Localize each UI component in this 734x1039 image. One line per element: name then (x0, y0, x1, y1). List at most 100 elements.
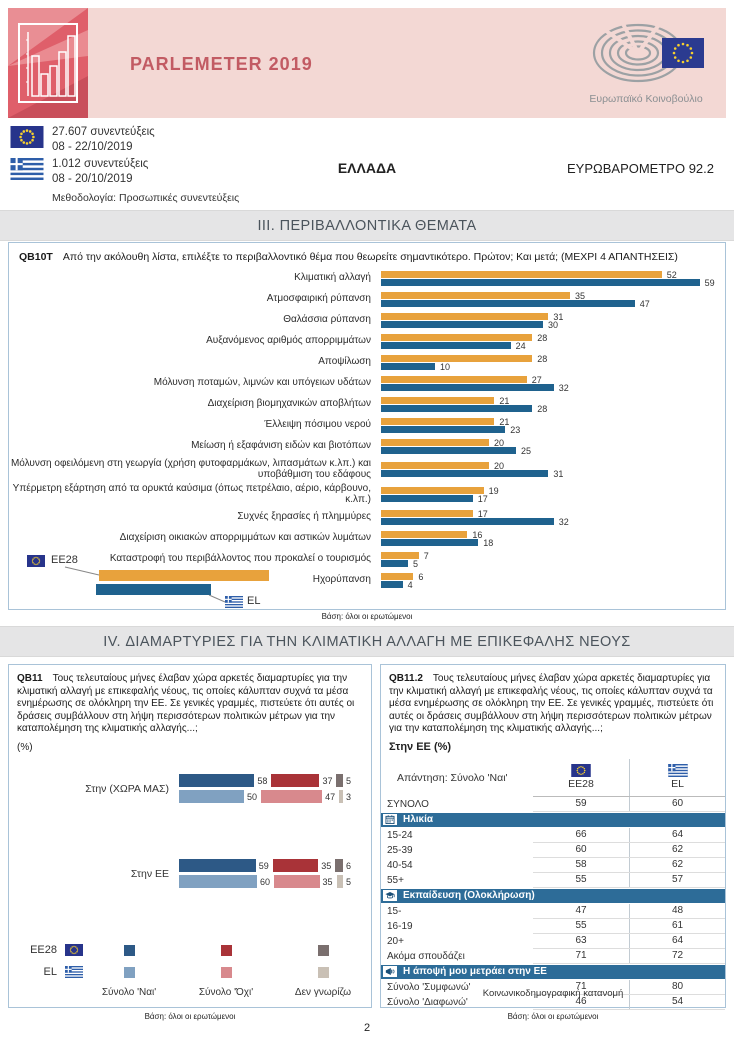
header-banner: PARLEMETER 2019 (8, 8, 726, 118)
page-title: PARLEMETER 2019 (130, 54, 313, 74)
greece-flag-icon (10, 158, 44, 180)
hemicycle-icon (592, 16, 704, 83)
qb10t-row: Αποψίλωση 28 10 (9, 353, 725, 372)
qb10t-value-el: 47 (639, 298, 650, 309)
qb10t-legend: EE28 EL (15, 549, 305, 609)
value-dk: 3 (345, 791, 351, 802)
table-row-label: 15-24 (387, 829, 413, 841)
qb10t-question: QB10T Από την ακόλουθη λίστα, επιλέξτε το… (9, 243, 725, 268)
qb11-bar-ee28: 59 35 6 (179, 859, 351, 872)
section-title-environment: III. ΠΕΡΙΒΑΛΛΟΝΤΙΚΑ ΘΕΜΑΤΑ (0, 210, 734, 241)
greece-flag-icon (667, 764, 688, 777)
swatch-dk-ee28 (318, 945, 329, 956)
segment-dk (335, 859, 343, 872)
qb10t-rows: Κλιματική αλλαγή 52 59 Ατμοσφαιρική ρύπανση… (9, 269, 725, 590)
ep-logo-caption: Ευρωπαϊκό Κοινοβούλιο (589, 93, 703, 105)
qb10t-value-el: 24 (515, 340, 526, 351)
table-footer: Κοινωνικοδημογραφική κατανομή (482, 988, 624, 999)
table-row: Ακόμα σπουδάζει 71 72 (381, 948, 725, 964)
qb10t-category-label: Διαχείριση βιομηχανικών αποβλήτων (207, 398, 371, 410)
qb11-chart: Στην (ΧΩΡΑ ΜΑΣ) 58 37 5 50 47 3 Στην ΕΕ 59 35 6 60 3… (9, 771, 365, 891)
qb10t-row: Συχνές ξηρασίες ή πλημμύρες 17 32 (9, 509, 725, 527)
table-value-ee28: 60 (575, 844, 587, 855)
column-header-el-label: EL (671, 778, 684, 790)
value-no: 35 (321, 860, 332, 871)
qb11-group-bars: 58 37 5 50 47 3 (179, 771, 351, 806)
swatch-yes-ee28 (124, 945, 135, 956)
segment-no (272, 859, 319, 872)
qb10t-bars: 31 30 (381, 312, 563, 330)
qb11-question: QB11 Τους τελευταίους μήνες έλαβαν χώρα α… (9, 665, 371, 736)
calendar-icon (383, 814, 397, 825)
table-row-label: ΣΥΝΟΛΟ (387, 798, 429, 810)
qb10t-code: QB10T (19, 251, 53, 263)
qb10t-category-label: Κλιματική αλλαγή (294, 272, 371, 284)
qb10t-value-ee28: 20 (494, 437, 505, 448)
qb11-legend: EE28 EL Σύνολο 'Ναι' Σύνολο 'Όχι' Δεν γν… (9, 941, 371, 1003)
qb11-2-panel: QB11.2 Τους τελευταίους μήνες έλαβαν χώρα… (380, 664, 726, 1010)
eu-flag-icon (65, 944, 83, 956)
qb10t-value-el: 18 (483, 537, 494, 548)
eu-interviews: 27.607 συνεντεύξεις (52, 126, 155, 138)
segment-no (274, 875, 320, 888)
table-value-el: 72 (629, 948, 725, 963)
qb10t-bar-el (381, 470, 549, 477)
swatch-no-ee28 (221, 945, 232, 956)
qb10t-category-label: Ατμοσφαιρική ρύπανση (266, 293, 371, 305)
value-yes: 60 (260, 876, 271, 887)
qb10t-row: Έλλειψη πόσιμου νερού 21 23 (9, 417, 725, 435)
qb10t-bars: 28 10 (381, 353, 548, 372)
qb10t-bars: 21 23 (381, 417, 520, 435)
qb10t-bar-ee28 (381, 292, 570, 299)
table-value-el: 61 (629, 918, 725, 933)
qb10t-value-el: 32 (558, 382, 569, 393)
survey-name: ΕΥΡΩΒΑΡΟΜΕΤΡΟ 92.2 (567, 161, 714, 176)
qb10t-bars: 17 32 (381, 509, 569, 527)
table-value-ee28: 55 (575, 920, 587, 931)
column-header-el: EL (629, 758, 725, 796)
qb10t-category-label: Διαχείριση οικιακών απορριμμάτων και αστ… (119, 532, 371, 544)
table-value-ee28: 58 (575, 859, 587, 870)
qb10t-bars: 35 47 (381, 291, 650, 309)
parlemeter-logo (8, 8, 88, 118)
qb10t-value-ee28: 52 (666, 269, 677, 280)
qb10t-question-text: Από την ακόλουθη λίστα, επιλέξτε το περι… (62, 251, 678, 263)
qb10t-category-label: Αποψίλωση (318, 356, 371, 368)
qb10t-bar-el (381, 539, 479, 546)
table-value-el: 62 (629, 842, 725, 857)
qb10t-value-el: 32 (558, 516, 569, 527)
table-value-ee28: 63 (575, 935, 587, 946)
qb11-base-note: Βάση: όλοι οι ερωτώμενοι (144, 1012, 236, 1021)
table-row-label: Σύνολο 'Διαφωνώ' (387, 996, 468, 1008)
value-no: 47 (325, 791, 336, 802)
segment-no (271, 774, 320, 787)
table-value-el: 80 (629, 979, 725, 994)
qb11-unit: (%) (17, 741, 33, 753)
table-row-label: 40-54 (387, 859, 413, 871)
qb10t-value-el: 25 (521, 445, 532, 456)
qb10t-bar-ee28 (381, 271, 662, 278)
page-number: 2 (363, 1022, 371, 1034)
eu-flag-icon (10, 126, 44, 148)
value-yes: 50 (247, 791, 258, 802)
qb10t-bar-el (381, 342, 511, 349)
table-value-el: 62 (629, 857, 725, 872)
qb10t-row: Ατμοσφαιρική ρύπανση 35 47 (9, 291, 725, 309)
qb10t-value-ee28: 28 (537, 353, 548, 364)
table-row-label: 55+ (387, 874, 404, 886)
table-value-ee28: 46 (575, 996, 587, 1007)
qb10t-category-label: Μόλυνση ποταμών, λιμνών και υπόγειων υδά… (153, 377, 371, 389)
qb10t-bar-el (381, 321, 543, 328)
section-title-protests: IV. ΔΙΑΜΑΡΤΥΡΙΕΣ ΓΙΑ ΤΗΝ ΚΛΙΜΑΤΙΚΗ ΑΛΛΑΓ… (0, 626, 734, 657)
qb11-bar-ee28: 58 37 5 (179, 774, 351, 787)
table-row: Σύνολο 'Διαφωνώ' 46 54 (381, 994, 725, 1010)
qb10t-value-ee28: 7 (423, 550, 429, 561)
value-yes: 59 (258, 860, 269, 871)
table-row: 20+ 63 64 (381, 933, 725, 949)
value-dk: 5 (346, 876, 352, 887)
segment-yes (179, 790, 244, 803)
qb11-code: QB11 (17, 673, 43, 684)
eu-flag-icon (27, 555, 45, 567)
table-value-el: 54 (629, 994, 725, 1009)
qb10t-value-el: 31 (553, 468, 564, 479)
